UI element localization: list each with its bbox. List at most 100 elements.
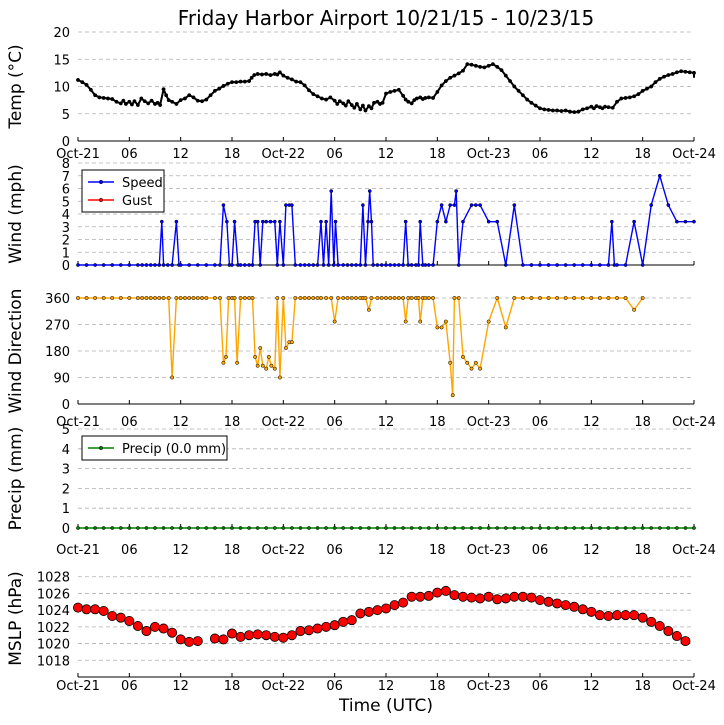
temperature-data-point [435, 90, 440, 94]
wind-direction-data-point [448, 360, 453, 365]
wind-direction-data-point [221, 360, 226, 365]
temperature-data-point [238, 79, 243, 84]
wind-data-point [230, 263, 234, 267]
temperature-data-point [161, 87, 166, 92]
precip-data-point [170, 526, 174, 530]
wind-data-point [319, 219, 323, 224]
wind-direction-data-point [266, 354, 271, 359]
y-tick-label: 7 [62, 170, 70, 185]
x-tick-label: Oct-23 [467, 679, 511, 694]
wind-direction-data-point [384, 296, 388, 300]
wind-direction-data-point [187, 296, 192, 300]
precip-data-point [384, 526, 388, 530]
temperature-data-point [158, 103, 163, 107]
mslp-data-point [509, 591, 520, 602]
temperature-data-point [127, 99, 132, 104]
wind-data-point [439, 203, 444, 207]
temperature-data-point [456, 71, 461, 76]
wind-direction-data-point [148, 296, 153, 300]
temperature-data-point [495, 64, 500, 69]
wind-data-point [349, 263, 354, 267]
y-tick-label: 4 [62, 208, 70, 223]
temperature-data-point [341, 101, 346, 106]
temperature-data-point [516, 88, 521, 93]
temperature-data-point [264, 72, 269, 76]
wind-direction-data-point [153, 296, 157, 300]
x-tick-label: Oct-21 [56, 543, 100, 558]
wind-direction-data-point [269, 363, 274, 368]
x-tick-label: Oct-23 [467, 543, 511, 558]
precip-data-point [315, 526, 320, 530]
wind-data-point [632, 219, 636, 224]
wind-direction-data-point [555, 296, 560, 300]
precip-data-point [255, 526, 260, 530]
x-tick-label: Oct-23 [467, 415, 511, 430]
wind-direction-data-point [260, 363, 265, 368]
wind-direction-data-point [418, 319, 423, 324]
wind-data-point [159, 219, 164, 224]
precip-data-point [118, 526, 123, 530]
y-tick-label: 1 [62, 502, 70, 517]
wind-direction-data-point [375, 296, 380, 300]
wind-data-point [478, 203, 482, 207]
x-tick-label: 18 [224, 679, 241, 694]
precip-data-point [281, 526, 286, 530]
mslp-data-point [663, 626, 674, 637]
wind-direction-data-point [226, 296, 231, 300]
wind-direction-data-point [298, 296, 303, 300]
precip-data-point [76, 526, 80, 530]
wind-direction-data-point [255, 363, 260, 368]
wind-data-point [321, 263, 326, 267]
wind-direction-data-point [191, 296, 196, 300]
legend-box [81, 169, 165, 213]
precip-data-point [127, 526, 132, 530]
wind-direction-data-point [253, 354, 258, 359]
wind-direction-data-point [456, 296, 461, 300]
legend-marker [98, 179, 104, 185]
y-tick-label: 0 [62, 259, 70, 274]
temperature-data-point [142, 99, 147, 104]
y-tick-label: 5 [62, 108, 70, 123]
wind-direction-data-point [307, 296, 311, 300]
mslp-data-point [483, 591, 494, 602]
wind-direction-data-point [127, 296, 132, 300]
precip-data-point [435, 526, 440, 530]
precip-data-point [101, 526, 106, 530]
precip-data-point [461, 526, 465, 530]
mslp-data-point [398, 597, 409, 608]
precip-data-point [110, 526, 115, 530]
y-axis-label: Precip (mm) [6, 427, 26, 531]
temperature-data-point [409, 101, 414, 106]
y-tick-label: 1020 [37, 638, 70, 653]
mslp-data-point [115, 612, 126, 623]
wind-data-point [426, 263, 431, 267]
x-tick-label: Oct-22 [261, 543, 305, 558]
wind-direction-data-point [363, 296, 368, 300]
wind-direction-data-point [431, 296, 436, 300]
precip-data-point [563, 526, 568, 530]
wind-direction-data-point [538, 296, 542, 300]
temperature-data-point [538, 106, 542, 111]
mslp-data-point [680, 636, 691, 647]
wind-direction-data-point [200, 296, 205, 300]
precip-data-point [657, 526, 662, 530]
x-tick-label: Oct-21 [56, 679, 100, 694]
precip-data-point [580, 526, 585, 530]
wind-direction-data-point [293, 296, 298, 300]
temperature-data-point [375, 99, 380, 104]
precip-data-point [341, 526, 346, 530]
wind-data-point [161, 263, 166, 267]
wind-data-point [379, 263, 384, 267]
wind-direction-data-point [615, 296, 619, 300]
precip-data-point [358, 526, 363, 530]
temperature-data-point [212, 88, 217, 93]
temperature-data-point [302, 83, 307, 88]
wind-direction-data-point [238, 296, 243, 300]
temperature-data-point [555, 108, 560, 113]
temperature-data-point [623, 95, 628, 100]
y-tick-label: 0 [62, 522, 70, 537]
precip-data-point [418, 526, 423, 530]
legend-marker [98, 197, 104, 203]
wind-direction-data-point [416, 296, 421, 300]
